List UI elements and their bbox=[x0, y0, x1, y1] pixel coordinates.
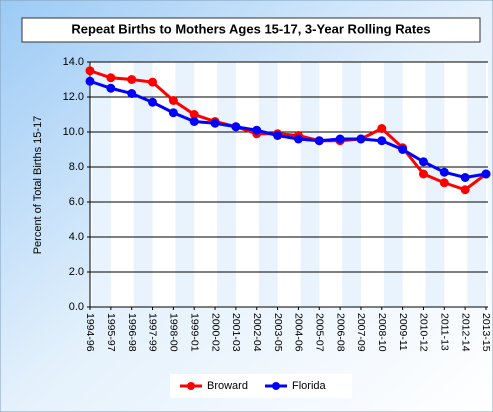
y-axis-label: Percent of Total Births 15-17 bbox=[32, 116, 44, 255]
data-point bbox=[273, 131, 283, 140]
x-tick-label: 2005-07 bbox=[313, 313, 325, 352]
data-point bbox=[85, 66, 95, 76]
x-tick-label: 1995-97 bbox=[105, 313, 117, 352]
x-tick-label: 1999-01 bbox=[188, 313, 200, 352]
data-point bbox=[127, 75, 137, 84]
data-point bbox=[439, 178, 449, 188]
x-tick-label: 2013-15 bbox=[480, 313, 492, 352]
band bbox=[133, 62, 153, 307]
band bbox=[217, 62, 236, 307]
band bbox=[300, 62, 320, 307]
x-tick-label: 2002-04 bbox=[251, 313, 263, 352]
data-point bbox=[356, 134, 366, 144]
x-tick-label: 2003-05 bbox=[272, 313, 284, 352]
data-point bbox=[314, 136, 324, 146]
data-point bbox=[460, 173, 470, 182]
y-tick-label: 12.0 bbox=[63, 91, 84, 103]
band bbox=[342, 62, 361, 307]
band bbox=[175, 62, 195, 307]
data-point bbox=[127, 89, 137, 98]
series-line bbox=[89, 69, 487, 192]
legend-marker bbox=[187, 382, 195, 390]
data-point bbox=[189, 117, 199, 126]
y-tick-label: 2.0 bbox=[69, 266, 84, 278]
data-point bbox=[460, 185, 470, 195]
data-point bbox=[168, 96, 178, 105]
data-point bbox=[398, 145, 408, 154]
data-point bbox=[231, 122, 241, 132]
data-point bbox=[293, 134, 303, 144]
legend-marker bbox=[272, 382, 280, 390]
x-tick-label: 2004-06 bbox=[293, 313, 305, 352]
data-point bbox=[377, 136, 387, 146]
data-point bbox=[418, 169, 428, 179]
data-point bbox=[85, 76, 95, 86]
data-point bbox=[168, 108, 178, 118]
data-point bbox=[377, 124, 387, 133]
data-point bbox=[148, 97, 158, 107]
x-tick-label: 2009-11 bbox=[397, 313, 409, 351]
x-tick-label: 2007-09 bbox=[355, 313, 367, 352]
y-tick-label: 0.0 bbox=[69, 301, 84, 313]
x-tick-label: 1998-00 bbox=[168, 313, 180, 352]
data-point bbox=[106, 83, 116, 93]
x-tick-label: 1997-99 bbox=[147, 313, 159, 352]
legend-label: Florida bbox=[292, 380, 327, 392]
y-tick-label: 6.0 bbox=[69, 196, 84, 208]
legend-label: Broward bbox=[207, 380, 248, 392]
y-tick-label: 8.0 bbox=[69, 161, 84, 173]
x-tick-label: 2001-03 bbox=[230, 313, 242, 352]
band bbox=[467, 62, 486, 307]
x-tick-label: 2011-13 bbox=[439, 313, 451, 351]
y-tick-label: 10.0 bbox=[63, 126, 84, 138]
chart-title: Repeat Births to Mothers Ages 15-17, 3-Y… bbox=[71, 21, 430, 36]
data-point bbox=[335, 134, 345, 144]
x-tick-label: 2008-10 bbox=[376, 313, 388, 352]
x-tick-label: 2006-08 bbox=[334, 313, 346, 352]
data-point bbox=[210, 118, 220, 128]
band bbox=[383, 62, 403, 307]
data-point bbox=[252, 125, 262, 135]
data-point bbox=[189, 110, 199, 119]
data-point bbox=[439, 167, 449, 177]
x-tick-label: 1996-98 bbox=[126, 313, 138, 352]
title-box bbox=[21, 17, 481, 43]
x-tick-label: 2010-12 bbox=[418, 313, 430, 352]
x-tick-label: 2012-14 bbox=[459, 313, 471, 352]
y-tick-label: 14.0 bbox=[63, 56, 84, 68]
x-tick-label: 1994-96 bbox=[84, 313, 96, 352]
data-point bbox=[106, 73, 116, 83]
band bbox=[258, 62, 278, 307]
data-point bbox=[418, 157, 428, 167]
x-tick-label: 2000-02 bbox=[209, 313, 221, 352]
data-point bbox=[148, 77, 158, 87]
y-tick-label: 4.0 bbox=[69, 231, 84, 243]
data-point bbox=[481, 169, 491, 179]
band bbox=[92, 62, 111, 307]
band bbox=[425, 62, 445, 307]
